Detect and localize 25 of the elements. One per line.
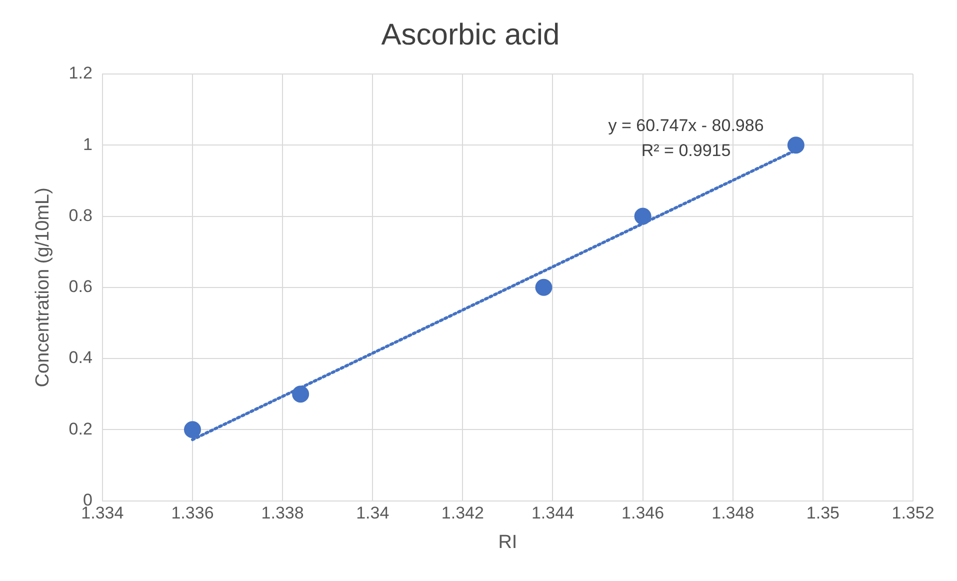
y-tick-label: 0.2 [68, 419, 92, 438]
x-tick-label: 1.346 [622, 504, 664, 523]
point [184, 421, 201, 438]
point [787, 136, 804, 154]
x-tick-label: 1.338 [261, 504, 304, 523]
x-tick-label: 1.34 [356, 504, 390, 523]
y-tick-label: 1.2 [68, 64, 92, 83]
x-tick-label: 1.35 [806, 504, 840, 523]
y-tick-label: 0.6 [68, 277, 92, 296]
point [634, 208, 652, 225]
y-tick-label: 0.4 [68, 348, 92, 368]
x-tick-label: 1.342 [441, 504, 484, 523]
x-tick-label: 1.348 [712, 504, 754, 523]
point [292, 386, 310, 403]
x-tick-label: 1.344 [531, 504, 574, 523]
y-axis-title: Concentration (g/10mL) [32, 188, 54, 388]
y-tick-label: 0.8 [68, 206, 92, 225]
chart-title: Ascorbic acid [381, 18, 560, 52]
x-axis-title: RI [498, 532, 518, 553]
y-tick-label: 1 [82, 134, 92, 154]
annotation: R² = 0.9915 [641, 141, 731, 160]
point [535, 278, 552, 296]
x-tick-label: 1.352 [892, 504, 934, 523]
annotation: y = 60.747x - 80.986 [608, 116, 764, 135]
x-tick-label: 1.336 [171, 504, 214, 523]
